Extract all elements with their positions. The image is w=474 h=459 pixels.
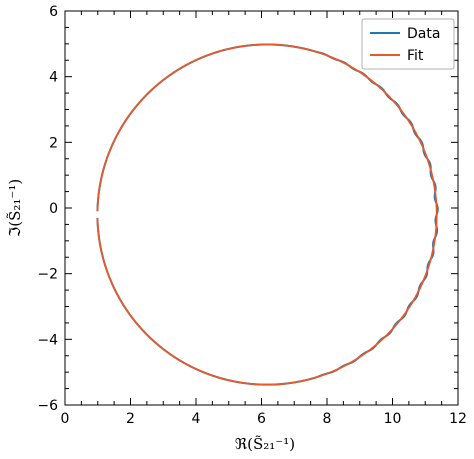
series-line-data <box>96 43 439 386</box>
plot-frame <box>64 10 459 406</box>
y-tick-label: −2 <box>37 267 58 283</box>
y-tick-label: 4 <box>49 70 58 86</box>
y-tick-label: −4 <box>37 332 58 348</box>
x-tick-label: 2 <box>126 411 135 427</box>
y-axis-label: ℑ(S̃₂₁⁻¹) <box>6 179 24 237</box>
legend-label-fit: Fit <box>407 48 424 64</box>
x-tick-label: 12 <box>449 411 467 427</box>
y-tick-label: −6 <box>37 398 58 414</box>
legend-label-data: Data <box>407 26 440 42</box>
x-tick-label: 6 <box>257 411 266 427</box>
x-tick-label: 4 <box>192 411 201 427</box>
series-line-fit <box>96 43 438 386</box>
x-tick-label: 10 <box>384 411 402 427</box>
legend-box <box>361 18 455 70</box>
plot-area <box>96 43 439 386</box>
y-tick-label: 0 <box>49 201 58 217</box>
x-tick-label: 8 <box>323 411 332 427</box>
x-tick-label: 0 <box>61 411 70 427</box>
x-axis-label: ℜ(S̃₂₁⁻¹) <box>235 435 295 453</box>
y-tick-label: 6 <box>49 4 58 20</box>
legend: Data Fit <box>361 18 455 70</box>
y-tick-label: 2 <box>49 135 58 151</box>
axes: 0 2 4 6 8 10 12 −6 −4 −2 0 2 4 6 <box>37 4 467 427</box>
